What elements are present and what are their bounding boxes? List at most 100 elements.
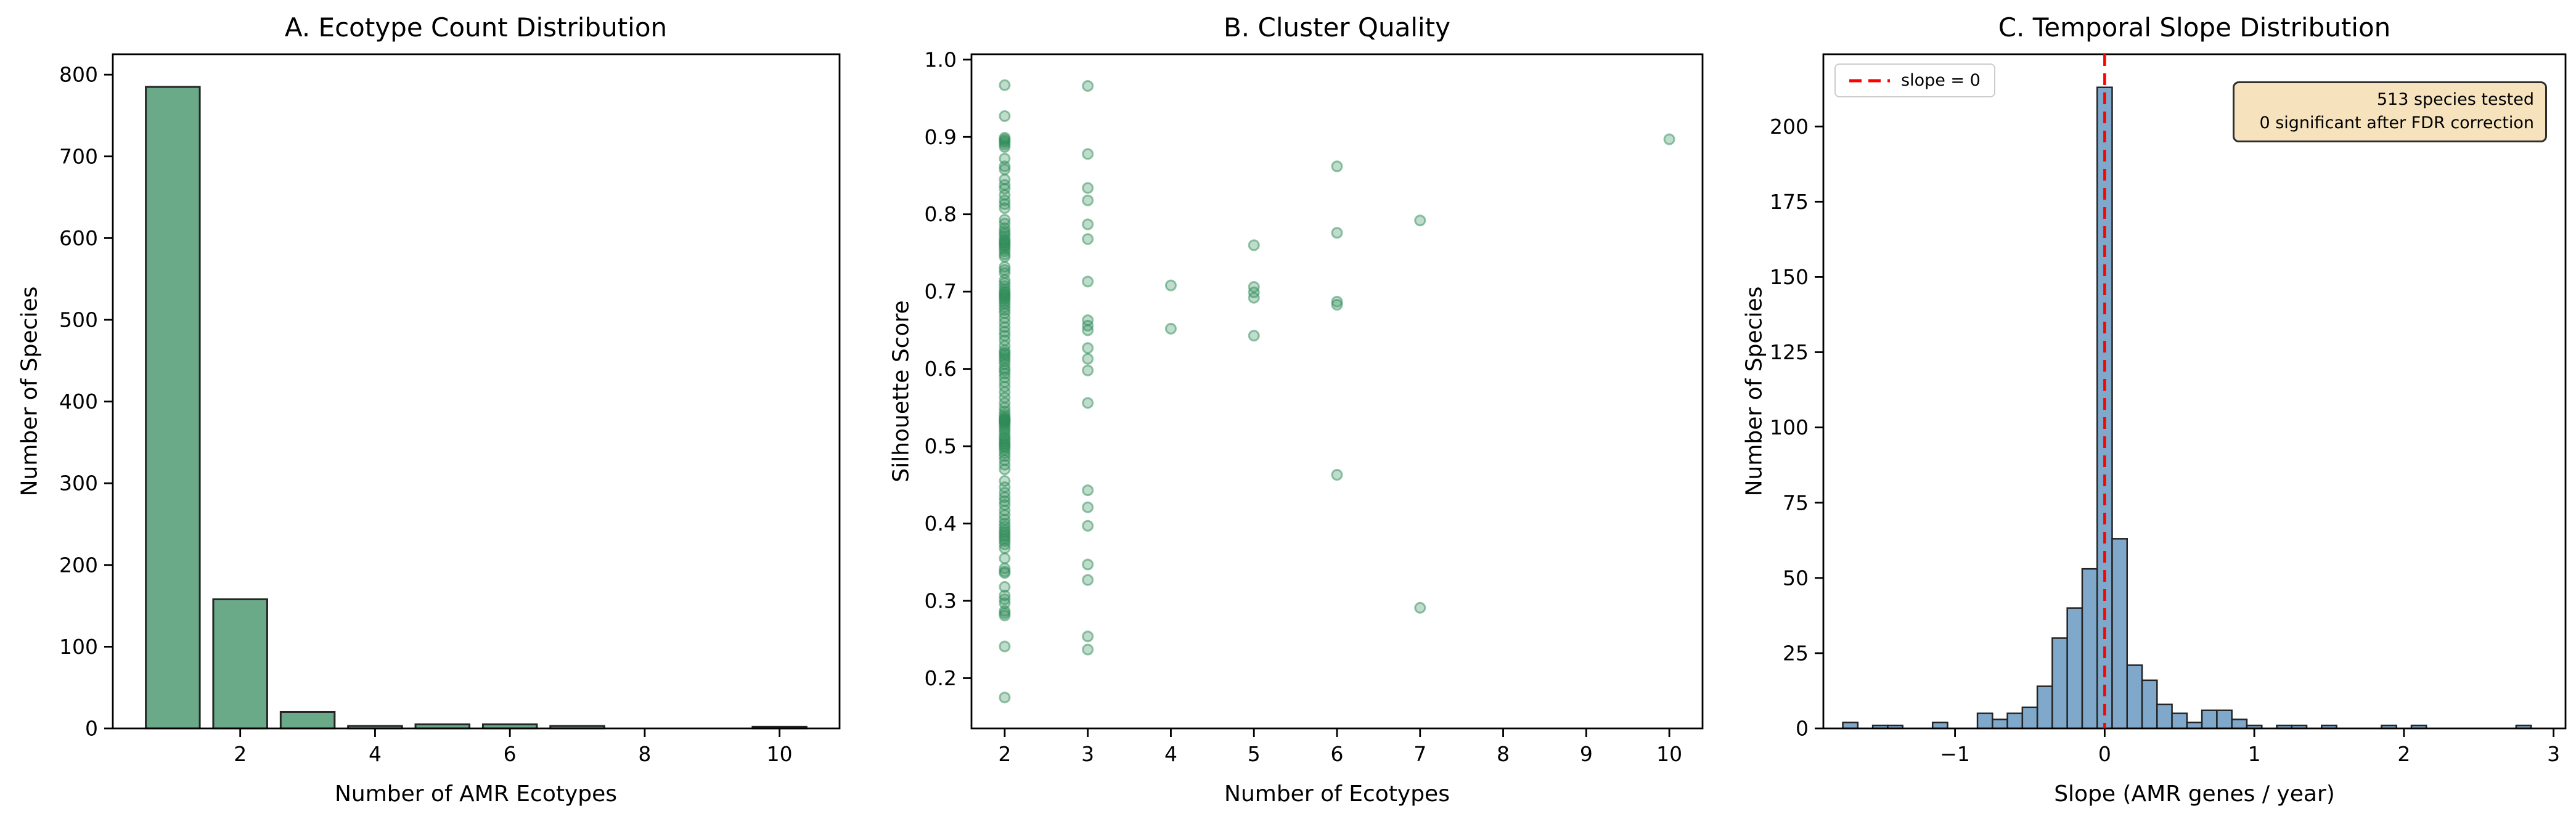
scatter-point <box>999 198 1011 210</box>
scatter-point <box>1248 239 1260 251</box>
scatter-point <box>999 640 1011 653</box>
x-tick-label: 8 <box>1497 742 1510 766</box>
y-tick-label: 600 <box>59 226 98 250</box>
histogram-bar <box>2201 709 2218 730</box>
histogram-bar <box>2081 568 2098 730</box>
scatter-point <box>1082 275 1094 288</box>
bar <box>212 598 268 730</box>
y-tick-label: 300 <box>59 471 98 495</box>
y-tick-label: 25 <box>1783 641 1809 665</box>
histogram-bar <box>2156 703 2173 730</box>
histogram-bar <box>2141 679 2158 730</box>
scatter-point <box>1331 298 1343 311</box>
scatter-point <box>999 367 1011 380</box>
histogram-bar <box>2171 712 2188 730</box>
x-tick-label: 2 <box>2397 742 2410 766</box>
panel-a-ylabel: Number of Species <box>17 286 43 497</box>
histogram-bar <box>1931 721 1948 730</box>
scatter-point <box>999 110 1011 122</box>
y-tick-label: 150 <box>1770 265 1809 289</box>
y-tick-label: 0.6 <box>925 357 957 381</box>
panel-b-xlabel: Number of Ecotypes <box>1224 781 1450 807</box>
y-tick-label: 125 <box>1770 340 1809 364</box>
red-dashed-line-icon <box>1849 79 1890 82</box>
x-tick-label: 3 <box>1081 742 1094 766</box>
scatter-point <box>1082 397 1094 409</box>
x-tick-label: 7 <box>1413 742 1426 766</box>
panel-a-title: A. Ecotype Count Distribution <box>284 12 668 43</box>
scatter-point <box>999 463 1011 476</box>
scatter-point <box>1082 364 1094 377</box>
panel-c-plot: −1 0 1 2 3 0 25 50 75 100 125 150 175 200 <box>1770 53 2567 766</box>
scatter-point <box>1082 194 1094 206</box>
x-tick-label: 5 <box>1248 742 1261 766</box>
histogram-bar <box>2231 719 2248 730</box>
scatter-point <box>1082 630 1094 643</box>
scatter-point <box>1331 160 1343 173</box>
annotation-line-2: 0 significant after FDR correction <box>2259 113 2534 133</box>
scatter-point <box>999 163 1011 176</box>
y-tick-label: 0.5 <box>925 434 957 458</box>
scatter-point <box>999 609 1011 622</box>
scatter-point <box>1331 227 1343 239</box>
y-tick-label: 0.9 <box>925 125 957 149</box>
y-tick-label: 1.0 <box>925 47 957 71</box>
y-tick-label: 800 <box>59 63 98 87</box>
x-tick-label: 2 <box>998 742 1011 766</box>
scatter-point <box>1248 291 1260 304</box>
scatter-point <box>999 593 1011 605</box>
axes-frame <box>112 53 841 730</box>
scatter-point <box>999 691 1011 704</box>
x-tick-label: 2 <box>234 742 247 766</box>
x-tick-label: 4 <box>369 742 382 766</box>
panel-b-title: B. Cluster Quality <box>1223 12 1450 43</box>
scatter-point <box>1331 468 1343 481</box>
x-tick-label: −1 <box>1940 742 1970 766</box>
legend-label: slope = 0 <box>1901 71 1981 90</box>
scatter-point <box>999 141 1011 153</box>
scatter-point <box>1414 601 1426 614</box>
panel-c-xlabel: Slope (AMR genes / year) <box>2054 781 2335 807</box>
histogram-bar <box>1842 721 1859 730</box>
scatter-point <box>999 450 1011 462</box>
x-tick-label: 0 <box>2098 742 2111 766</box>
scatter-point <box>1414 214 1426 227</box>
histogram-bar <box>1992 719 2008 730</box>
scatter-point <box>1082 520 1094 532</box>
y-tick-label: 75 <box>1783 491 1809 515</box>
bar <box>279 711 336 730</box>
scatter-point <box>999 251 1011 263</box>
scatter-point <box>1082 79 1094 92</box>
axes-frame <box>1822 53 2567 730</box>
y-tick-label: 0.8 <box>925 202 957 226</box>
x-tick-label: 4 <box>1164 742 1177 766</box>
scatter-point <box>999 581 1011 593</box>
scatter-point <box>999 213 1011 226</box>
scatter-point <box>1248 330 1260 342</box>
x-tick-label: 8 <box>638 742 651 766</box>
x-tick-label: 10 <box>1656 742 1682 766</box>
y-tick-label: 50 <box>1783 566 1809 590</box>
x-tick-label: 10 <box>767 742 793 766</box>
scatter-point <box>999 542 1011 555</box>
panel-c-title: C. Temporal Slope Distribution <box>1998 12 2391 43</box>
scatter-point <box>1663 133 1675 145</box>
y-tick-label: 0.7 <box>925 280 957 304</box>
y-tick-label: 200 <box>1770 115 1809 139</box>
panel-b-ylabel: Silhouette Score <box>888 300 914 483</box>
scatter-point <box>1082 218 1094 230</box>
annotation-line-1: 513 species tested <box>2376 90 2534 109</box>
histogram-bar <box>2216 709 2233 730</box>
scatter-point <box>1082 558 1094 571</box>
y-tick-label: 0.3 <box>925 589 957 613</box>
scatter-point <box>999 202 1011 214</box>
y-tick-label: 200 <box>59 553 98 577</box>
bar <box>145 86 201 730</box>
histogram-bar <box>2006 712 2024 730</box>
y-tick-label: 100 <box>59 635 98 659</box>
x-tick-label: 1 <box>2248 742 2261 766</box>
y-tick-label: 100 <box>1770 415 1809 439</box>
scatter-point <box>1164 279 1177 291</box>
